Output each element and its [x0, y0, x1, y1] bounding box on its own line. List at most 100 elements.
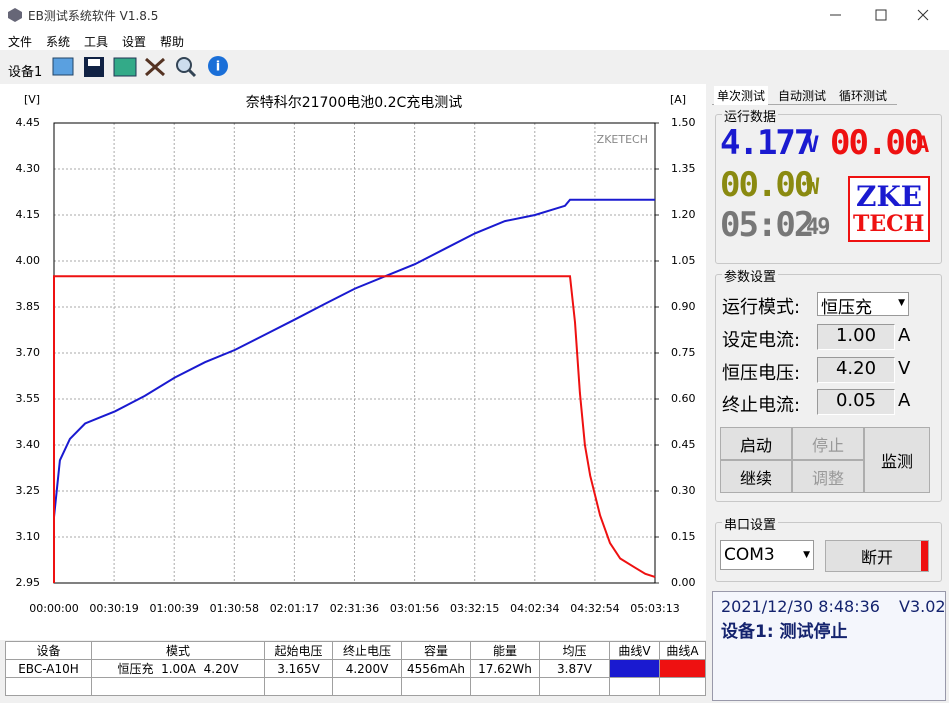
header-cell: 曲线V	[609, 641, 660, 660]
param-unit: A	[898, 390, 911, 411]
x-tick-label: 02:31:36	[330, 602, 379, 615]
param-unit: A	[898, 325, 911, 346]
status-panel: 2021/12/30 8:48:36 V3.02 设备1: 测试停止	[712, 591, 946, 701]
y2-tick-label: 0.45	[671, 438, 696, 451]
menu-bar: 文件 系统 工具 设置 帮助	[0, 30, 949, 50]
y2-tick-label: 1.05	[671, 254, 696, 267]
group-caption: 参数设置	[722, 266, 779, 285]
param-input[interactable]: 4.20	[817, 357, 895, 383]
param-label: 运行模式:	[722, 297, 801, 318]
param-label: 终止电流:	[722, 395, 801, 416]
power-display: 00.00	[720, 165, 814, 205]
cell: 17.62Wh	[470, 659, 540, 678]
resume-button[interactable]: 继续	[720, 460, 792, 493]
status-datetime: 2021/12/30 8:48:36	[721, 597, 880, 616]
cell: EBC-A10H	[5, 659, 92, 678]
stop-button[interactable]: 停止	[792, 427, 864, 460]
y-tick-label: 2.95	[16, 576, 41, 589]
y2-tick-label: 0.15	[671, 530, 696, 543]
window-controls[interactable]	[820, 0, 949, 30]
params-group: 参数设置 运行模式: 恒压充 ▼ 设定电流: 1.00 A 恒压电压: 4.20 …	[715, 266, 942, 502]
param-input[interactable]: 0.05	[817, 389, 895, 415]
x-tick-label: 04:02:34	[510, 602, 559, 615]
device-tab[interactable]: 设备1	[8, 65, 43, 80]
x-tick-label: 03:01:56	[390, 602, 439, 615]
watermark: ZKETECH	[597, 133, 648, 146]
curve-color-cell	[659, 659, 706, 678]
chart-title: 奈特科尔21700电池0.2C充电测试	[246, 95, 463, 111]
y2-tick-label: 0.75	[671, 346, 696, 359]
chart-panel	[0, 84, 706, 640]
y-tick-label: 3.10	[16, 530, 41, 543]
menu-item[interactable]: 帮助	[160, 35, 185, 49]
header-cell: 终止电压	[332, 641, 402, 660]
tab[interactable]: 单次测试	[714, 86, 769, 105]
cell: 4.200V	[332, 659, 402, 678]
curve-color-cell	[609, 659, 660, 678]
logo-text: ZKE	[856, 180, 923, 213]
power-unit: W	[806, 175, 819, 200]
header-cell: 能量	[470, 641, 540, 660]
cell: 恒压充 1.00A 4.20V	[91, 659, 265, 678]
x-tick-label: 05:03:13	[630, 602, 679, 615]
header-cell: 曲线A	[659, 641, 706, 660]
status-message: 设备1: 测试停止	[721, 622, 848, 642]
menu-item[interactable]: 文件	[8, 35, 33, 49]
y2-tick-label: 0.60	[671, 392, 696, 405]
x-tick-label: 00:30:19	[89, 602, 138, 615]
voltage-display: 4.177	[720, 123, 814, 163]
port-select[interactable]: COM3 ▼	[720, 540, 814, 570]
x-tick-label: 01:00:39	[150, 602, 199, 615]
group-caption: 运行数据	[722, 106, 779, 125]
serial-group: 串口设置 COM3 ▼ 断开	[715, 514, 942, 582]
header-cell: 模式	[91, 641, 265, 660]
header-cell: 均压	[539, 641, 610, 660]
adjust-button[interactable]: 调整	[792, 460, 864, 493]
time-display: 05:02	[720, 205, 814, 245]
tab[interactable]: 循环测试	[839, 89, 888, 103]
y-tick-label: 3.70	[16, 346, 41, 359]
y2-tick-label: 1.35	[671, 162, 696, 175]
y-tick-label: 3.85	[16, 300, 41, 313]
x-tick-label: 04:32:54	[570, 602, 619, 615]
logo-text: TECH	[853, 211, 925, 237]
cell: 3.165V	[264, 659, 333, 678]
param-label: 设定电流:	[722, 330, 801, 351]
y2-tick-label: 1.20	[671, 208, 696, 221]
data-line	[53, 275, 656, 583]
status-version: V3.02	[899, 597, 946, 616]
x-tick-label: 01:30:58	[210, 602, 259, 615]
mode-select[interactable]: 恒压充 ▼	[817, 292, 909, 318]
menu-item[interactable]: 工具	[84, 35, 109, 49]
header-cell: 设备	[5, 641, 92, 660]
logo: ZKE TECH	[848, 176, 930, 242]
voltage-unit: V	[806, 133, 819, 158]
header-cell: 容量	[401, 641, 471, 660]
tab[interactable]: 自动测试	[778, 89, 827, 103]
y-tick-label: 3.55	[16, 392, 41, 405]
window-title: EB测试系统软件 V1.8.5	[28, 9, 159, 23]
select-value: 恒压充	[821, 298, 872, 318]
monitor-button[interactable]: 监测	[864, 427, 930, 493]
y-tick-label: 3.25	[16, 484, 41, 497]
title-bar	[0, 0, 949, 30]
y2-tick-label: 0.30	[671, 484, 696, 497]
y2-tick-label: 0.90	[671, 300, 696, 313]
y2-tick-label: 1.50	[671, 116, 696, 129]
y-tick-label: 4.00	[16, 254, 41, 267]
app-icon	[8, 8, 22, 22]
disconnect-button[interactable]: 断开	[825, 540, 929, 572]
current-unit: A	[916, 133, 929, 158]
x-tick-label: 00:00:00	[29, 602, 78, 615]
menu-item[interactable]: 系统	[46, 35, 71, 49]
start-button[interactable]: 启动	[720, 427, 792, 460]
menu-item[interactable]: 设置	[122, 35, 147, 49]
y2-unit: [A]	[670, 93, 686, 106]
toolbar-icons[interactable]: i	[50, 53, 235, 81]
time-seconds: 49	[806, 215, 830, 240]
group-caption: 串口设置	[722, 514, 779, 533]
cell: 4556mAh	[401, 659, 471, 678]
param-input[interactable]: 1.00	[817, 324, 895, 350]
data-line	[53, 198, 655, 518]
button-label: 断开	[860, 548, 893, 567]
